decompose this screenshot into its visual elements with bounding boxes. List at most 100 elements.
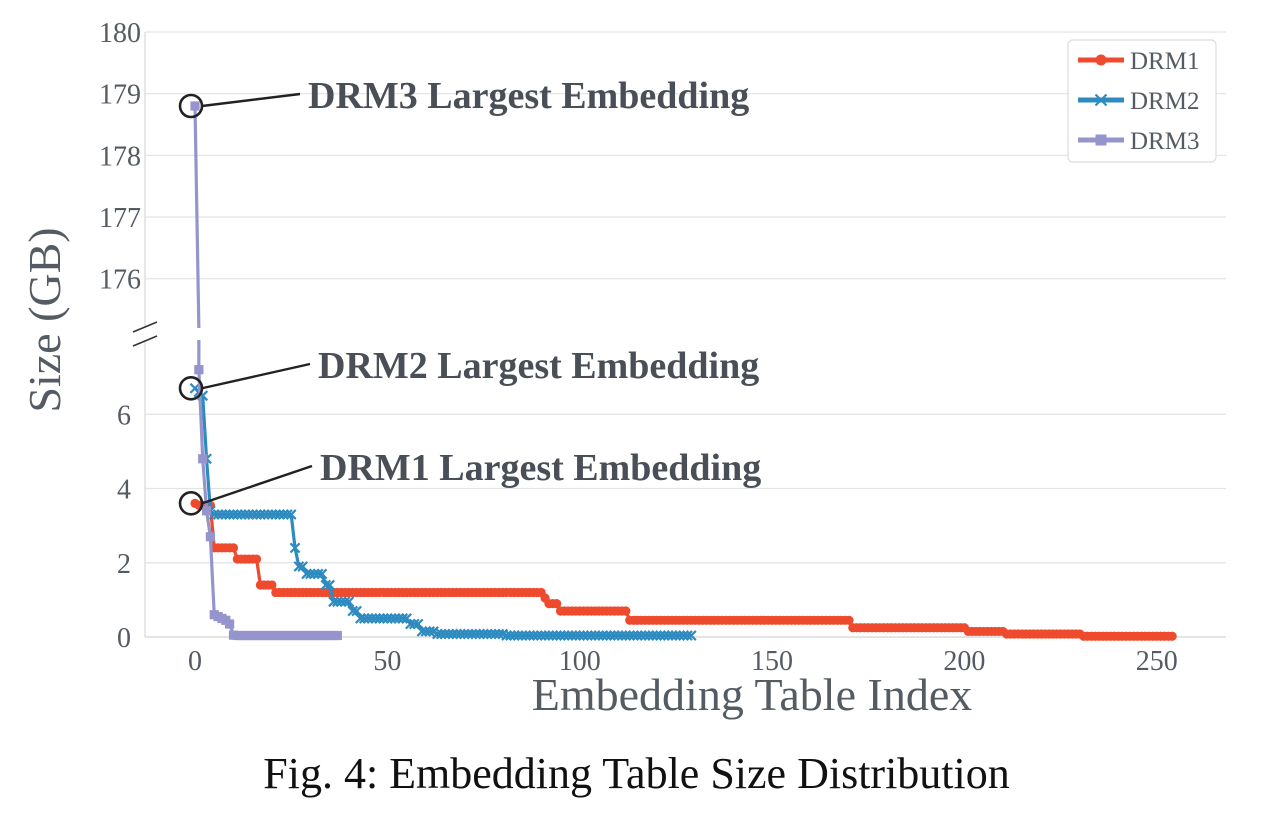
- y-axis-label: Size (GB): [19, 227, 70, 412]
- y-tick-label: 179: [99, 80, 141, 111]
- data-point: [670, 630, 682, 641]
- data-point: [505, 630, 516, 641]
- data-point: [343, 596, 355, 608]
- chart-canvas: 176 177 178 179 180 0 2 4 6 0 50 100 150 200 250 DRM3 …: [19, 18, 1226, 720]
- data-point: [405, 618, 416, 630]
- data-point: [844, 615, 854, 625]
- legend-label: DRM1: [1130, 48, 1199, 75]
- data-point: [632, 630, 643, 641]
- data-point: [1167, 631, 1177, 641]
- data-point: [431, 628, 443, 640]
- data-point: [374, 613, 386, 624]
- y-tick-label: 178: [99, 141, 141, 172]
- data-point: [562, 630, 574, 641]
- annotation-leader: [201, 362, 311, 390]
- annotation-leader: [201, 92, 301, 108]
- series-line: [193, 105, 338, 638]
- legend-box: [1067, 39, 1217, 163]
- data-point: [582, 630, 593, 641]
- y-tick-label: 4: [117, 475, 131, 506]
- data-point: [235, 509, 247, 520]
- data-point: [543, 630, 555, 641]
- data-point: [458, 628, 470, 640]
- data-point: [566, 630, 578, 641]
- legend-item-drm3: DRM3: [1078, 128, 1199, 155]
- data-point: [220, 509, 232, 520]
- data-point: [455, 628, 466, 640]
- data-point: [585, 630, 597, 641]
- data-point: [558, 630, 570, 641]
- figure-caption: Fig. 4: Embedding Table Size Distributio…: [263, 749, 1010, 798]
- data-point: [516, 630, 528, 641]
- data-point: [216, 509, 228, 520]
- data-point: [324, 579, 336, 591]
- data-point: [370, 613, 382, 624]
- annotation-text: DRM2 Largest Embedding: [318, 345, 759, 387]
- data-point: [535, 630, 547, 641]
- data-point: [316, 568, 328, 580]
- data-point: [251, 509, 262, 520]
- series-line: [193, 387, 692, 638]
- data-point: [212, 509, 224, 520]
- data-point: [305, 568, 316, 580]
- data-point: [393, 613, 405, 624]
- data-point: [239, 509, 251, 520]
- data-point: [255, 509, 266, 520]
- data-point: [612, 630, 624, 641]
- legend: DRM1 DRM2 DRM3: [1067, 39, 1217, 163]
- data-point: [258, 509, 270, 520]
- data-point: [281, 509, 293, 520]
- data-point: [628, 630, 639, 641]
- data-point: [266, 509, 278, 520]
- data-point: [647, 630, 659, 641]
- data-point: [198, 454, 208, 464]
- series-drm2: [189, 382, 697, 641]
- data-point: [508, 630, 520, 641]
- legend-item-drm2: DRM2: [1078, 88, 1199, 115]
- y-tick-label: 176: [99, 265, 141, 296]
- data-point: [424, 626, 436, 637]
- data-point: [651, 630, 663, 641]
- data-point: [385, 613, 397, 624]
- data-point: [620, 630, 632, 641]
- legend-label: DRM3: [1130, 128, 1199, 155]
- data-point: [308, 568, 320, 580]
- x-tick-label: 200: [943, 646, 985, 677]
- data-point: [208, 509, 220, 520]
- data-point: [621, 606, 631, 616]
- data-point: [435, 628, 447, 640]
- annotation-drm1: DRM1 Largest Embedding: [178, 447, 761, 516]
- data-point: [555, 630, 566, 641]
- data-point: [439, 628, 451, 640]
- data-point: [608, 630, 620, 641]
- data-point: [597, 630, 609, 641]
- data-point: [397, 613, 409, 624]
- data-point: [451, 628, 462, 640]
- data-point: [666, 630, 678, 641]
- data-point: [605, 630, 616, 641]
- data-point: [578, 630, 589, 641]
- data-point: [551, 630, 563, 641]
- data-point: [247, 509, 259, 520]
- data-point: [301, 568, 312, 580]
- y-tick-label: 177: [99, 203, 141, 234]
- data-point: [447, 628, 459, 640]
- data-point: [624, 630, 636, 641]
- axis-break-mark: [132, 321, 158, 333]
- data-point: [485, 628, 497, 640]
- data-point: [478, 628, 489, 640]
- annotation-text: DRM3 Largest Embedding: [308, 75, 749, 117]
- data-point: [512, 630, 524, 641]
- annotation-drm2: DRM2 Largest Embedding: [178, 345, 759, 401]
- data-point: [378, 613, 389, 624]
- data-point: [274, 509, 286, 520]
- data-point: [389, 613, 401, 624]
- data-point: [524, 630, 536, 641]
- series-layer: [189, 101, 1177, 641]
- data-point: [662, 630, 674, 641]
- data-point: [528, 630, 539, 641]
- data-point: [285, 509, 297, 520]
- data-point: [420, 626, 432, 637]
- data-point: [655, 630, 666, 641]
- data-point: [278, 509, 289, 520]
